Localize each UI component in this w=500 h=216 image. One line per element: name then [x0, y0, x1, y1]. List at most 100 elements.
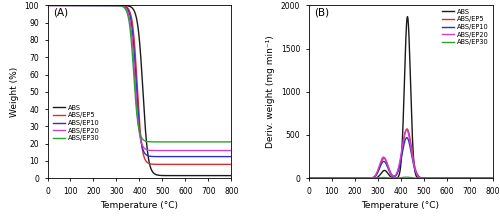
ABS/EP30	[115, 4, 121, 7]
ABS/EP20	[123, 7, 129, 10]
Y-axis label: Weight (%): Weight (%)	[10, 67, 19, 117]
ABS/EP20	[306, 177, 312, 179]
ABS/EP20	[76, 4, 82, 7]
ABS/EP30	[466, 177, 472, 179]
ABS/EP20	[338, 177, 344, 179]
ABS	[384, 171, 390, 174]
ABS/EP10	[66, 4, 71, 7]
ABS/EP10	[376, 168, 382, 171]
Line: ABS/EP10: ABS/EP10	[48, 5, 232, 157]
ABS	[228, 174, 234, 177]
ABS/EP5	[384, 162, 390, 164]
ABS/EP10	[306, 177, 312, 179]
ABS	[376, 175, 382, 177]
ABS/EP10	[326, 177, 332, 179]
ABS/EP5	[326, 177, 332, 179]
ABS/EP20	[225, 149, 231, 152]
Y-axis label: Deriv. weight (mg min⁻¹): Deriv. weight (mg min⁻¹)	[266, 35, 276, 148]
ABS/EP30	[376, 176, 382, 179]
ABS/EP20	[404, 129, 409, 131]
ABS/EP20	[228, 149, 234, 152]
ABS/EP30	[123, 9, 129, 11]
ABS	[490, 177, 496, 179]
ABS/EP30	[76, 4, 82, 7]
ABS/EP20	[466, 177, 472, 179]
ABS/EP5	[205, 163, 211, 166]
ABS/EP5	[404, 128, 410, 130]
Line: ABS/EP20: ABS/EP20	[308, 130, 492, 178]
ABS/EP5	[486, 177, 492, 179]
ABS/EP20	[490, 177, 496, 179]
ABS/EP30	[384, 176, 390, 179]
ABS/EP10	[384, 165, 390, 167]
ABS/EP30	[228, 141, 234, 143]
ABS/EP10	[404, 136, 410, 139]
Text: (B): (B)	[314, 7, 330, 17]
ABS/EP5	[376, 167, 382, 170]
ABS/EP10	[228, 155, 234, 158]
Text: (A): (A)	[53, 7, 68, 17]
ABS/EP20	[115, 4, 121, 7]
ABS	[44, 4, 51, 7]
ABS/EP10	[218, 155, 224, 158]
ABS/EP20	[205, 149, 211, 152]
ABS/EP10	[76, 4, 82, 7]
ABS	[228, 174, 234, 177]
ABS/EP10	[490, 177, 496, 179]
ABS/EP30	[66, 4, 71, 7]
ABS/EP10	[123, 6, 129, 9]
ABS/EP20	[216, 149, 222, 152]
ABS/EP5	[123, 5, 129, 8]
ABS/EP5	[228, 163, 234, 166]
ABS/EP10	[225, 155, 231, 158]
ABS/EP30	[490, 177, 496, 179]
ABS	[66, 4, 71, 7]
ABS/EP5	[76, 4, 82, 7]
ABS/EP20	[66, 4, 71, 7]
ABS/EP20	[376, 165, 382, 168]
ABS/EP30	[486, 177, 492, 179]
ABS/EP10	[205, 155, 211, 158]
Line: ABS: ABS	[308, 17, 492, 178]
ABS	[205, 174, 211, 177]
X-axis label: Temperature (°C): Temperature (°C)	[100, 201, 178, 210]
ABS/EP30	[338, 177, 344, 179]
ABS/EP10	[115, 4, 121, 7]
ABS/EP10	[486, 177, 492, 179]
ABS	[466, 177, 472, 179]
X-axis label: Temperature (°C): Temperature (°C)	[362, 201, 440, 210]
ABS/EP20	[44, 4, 51, 7]
ABS/EP10	[44, 4, 51, 7]
ABS	[326, 177, 332, 179]
ABS/EP5	[338, 177, 344, 179]
ABS	[123, 4, 129, 7]
ABS	[76, 4, 82, 7]
ABS/EP5	[115, 4, 121, 7]
ABS	[486, 177, 492, 179]
ABS	[338, 177, 344, 179]
ABS	[404, 15, 410, 18]
ABS	[115, 4, 121, 7]
Line: ABS/EP30: ABS/EP30	[48, 5, 232, 142]
Line: ABS/EP10: ABS/EP10	[308, 138, 492, 178]
ABS/EP20	[326, 177, 332, 179]
Legend: ABS, ABS/EP5, ABS/EP10, ABS/EP20, ABS/EP30: ABS, ABS/EP5, ABS/EP10, ABS/EP20, ABS/EP…	[442, 9, 489, 45]
ABS/EP30	[306, 177, 312, 179]
ABS/EP20	[384, 162, 390, 165]
ABS/EP5	[306, 177, 312, 179]
Line: ABS/EP5: ABS/EP5	[308, 129, 492, 178]
ABS/EP5	[466, 177, 472, 179]
ABS/EP10	[338, 177, 344, 179]
ABS/EP5	[218, 163, 224, 166]
ABS/EP30	[205, 141, 211, 143]
ABS	[225, 174, 231, 177]
Line: ABS/EP5: ABS/EP5	[48, 5, 232, 164]
ABS/EP30	[215, 141, 221, 143]
ABS/EP30	[44, 4, 51, 7]
ABS/EP30	[326, 177, 332, 179]
ABS/EP30	[404, 176, 409, 178]
Line: ABS: ABS	[48, 5, 232, 176]
Line: ABS/EP20: ABS/EP20	[48, 5, 232, 151]
Line: ABS/EP30: ABS/EP30	[308, 177, 492, 178]
ABS/EP5	[490, 177, 496, 179]
